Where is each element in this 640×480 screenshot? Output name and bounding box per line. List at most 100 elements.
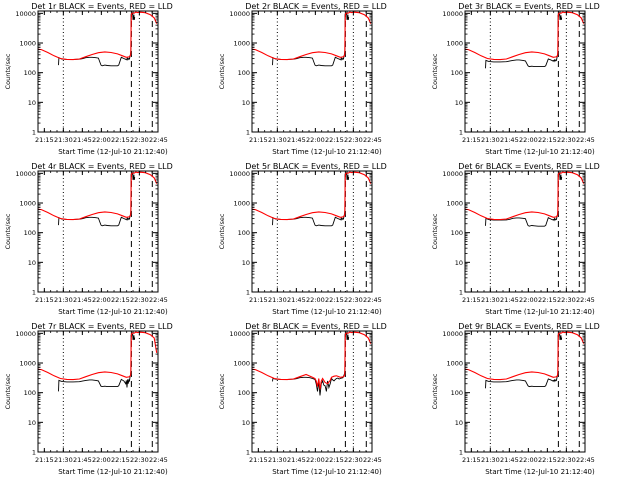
y-tick-label: 1	[459, 449, 463, 457]
x-tick-label: 22:00	[92, 136, 111, 144]
series-events-line	[485, 173, 563, 227]
x-tick-label: 21:15	[35, 296, 54, 304]
y-axis-label: Counts/sec	[218, 53, 226, 89]
x-tick-label: 21:30	[54, 456, 73, 464]
y-tick-label: 1	[459, 289, 463, 297]
panel-title: Det 1r BLACK = Events, RED = LLD	[31, 2, 173, 11]
x-tick-label: 22:45	[363, 296, 382, 304]
x-tick-label: 22:30	[130, 456, 149, 464]
panel-title: Det 9r BLACK = Events, RED = LLD	[458, 322, 600, 331]
panel-title: Det 7r BLACK = Events, RED = LLD	[31, 322, 173, 331]
x-tick-label: 22:15	[538, 456, 557, 464]
y-tick-label: 1	[32, 449, 36, 457]
detector-panel-8: Det 8r BLACK = Events, RED = LLD Counts/s…	[218, 322, 387, 476]
panel-title: Det 3r BLACK = Events, RED = LLD	[458, 2, 600, 11]
y-tick-label: 10	[242, 259, 250, 267]
x-tick-label: 22:45	[576, 456, 595, 464]
detector-panel-6: Det 6r BLACK = Events, RED = LLD Counts/s…	[431, 162, 600, 316]
detector-panel-3: Det 3r BLACK = Events, RED = LLD Counts/s…	[431, 2, 600, 156]
series-events-line	[58, 173, 136, 227]
x-tick-label: 22:30	[344, 456, 363, 464]
y-tick-label: 100	[24, 229, 36, 237]
x-tick-label: 21:15	[462, 136, 481, 144]
x-tick-label: 21:30	[268, 456, 287, 464]
x-tick-label: 21:15	[462, 296, 481, 304]
y-tick-label: 1000	[19, 40, 36, 48]
series-lld-line	[465, 171, 585, 221]
series-lld-line	[38, 11, 158, 61]
series-lld-line	[465, 11, 585, 61]
y-tick-label: 1000	[446, 200, 463, 208]
detector-panel-1: Det 1r BLACK = Events, RED = LLD Counts/s…	[4, 2, 173, 156]
y-tick-label: 10	[455, 259, 463, 267]
y-tick-label: 1000	[233, 40, 250, 48]
y-tick-label: 100	[24, 69, 36, 77]
series-events-line	[272, 173, 350, 227]
panel-title: Det 5r BLACK = Events, RED = LLD	[245, 162, 387, 171]
y-tick-label: 1	[32, 129, 36, 137]
x-axis-label: Start Time (12-Jul-10 21:12:40)	[485, 468, 595, 476]
x-tick-label: 22:30	[557, 296, 576, 304]
series-events-line	[272, 333, 350, 396]
x-tick-label: 21:15	[249, 456, 268, 464]
y-tick-label: 100	[451, 229, 463, 237]
x-tick-label: 22:45	[363, 136, 382, 144]
x-tick-label: 22:30	[130, 136, 149, 144]
series-lld-line	[38, 171, 158, 221]
x-tick-label: 22:30	[557, 136, 576, 144]
x-tick-label: 22:15	[538, 136, 557, 144]
y-axis-label: Counts/sec	[431, 53, 439, 89]
plot-frame	[37, 330, 159, 453]
y-axis-label: Counts/sec	[218, 373, 226, 409]
x-axis-label: Start Time (12-Jul-10 21:12:40)	[58, 468, 168, 476]
y-tick-label: 1000	[233, 360, 250, 368]
detector-panel-9: Det 9r BLACK = Events, RED = LLD Counts/s…	[431, 322, 600, 476]
panel-title: Det 8r BLACK = Events, RED = LLD	[245, 322, 387, 331]
y-tick-label: 10	[28, 419, 36, 427]
y-axis-label: Counts/sec	[4, 373, 12, 409]
y-tick-label: 1000	[446, 360, 463, 368]
x-tick-label: 22:15	[538, 296, 557, 304]
x-tick-label: 22:00	[306, 456, 325, 464]
x-tick-label: 21:45	[500, 296, 519, 304]
x-tick-label: 22:00	[92, 296, 111, 304]
y-tick-label: 1000	[19, 200, 36, 208]
y-tick-label: 10000	[15, 330, 36, 338]
series-lld-line	[38, 331, 158, 381]
y-tick-label: 10000	[229, 170, 250, 178]
x-tick-label: 22:30	[344, 296, 363, 304]
x-tick-label: 21:15	[249, 296, 268, 304]
x-tick-label: 22:00	[519, 456, 538, 464]
y-tick-label: 10	[455, 99, 463, 107]
x-tick-label: 22:45	[149, 296, 168, 304]
x-tick-label: 21:45	[73, 456, 92, 464]
detector-panel-5: Det 5r BLACK = Events, RED = LLD Counts/s…	[218, 162, 387, 316]
y-tick-label: 100	[451, 389, 463, 397]
detector-panel-7: Det 7r BLACK = Events, RED = LLD Counts/s…	[4, 322, 173, 476]
x-axis-label: Start Time (12-Jul-10 21:12:40)	[58, 148, 168, 156]
x-tick-label: 21:45	[287, 136, 306, 144]
x-tick-label: 21:30	[481, 296, 500, 304]
x-tick-label: 21:45	[287, 456, 306, 464]
x-tick-label: 21:30	[268, 136, 287, 144]
plot-frame	[464, 170, 586, 293]
x-tick-label: 22:00	[519, 136, 538, 144]
x-tick-label: 21:45	[73, 296, 92, 304]
x-tick-label: 21:15	[249, 136, 268, 144]
y-tick-label: 10	[455, 419, 463, 427]
plot-frame	[251, 170, 373, 293]
y-tick-label: 10	[28, 99, 36, 107]
y-tick-label: 10000	[442, 170, 463, 178]
x-tick-label: 22:00	[92, 456, 111, 464]
y-axis-label: Counts/sec	[4, 213, 12, 249]
x-tick-label: 21:30	[54, 136, 73, 144]
x-tick-label: 22:15	[111, 456, 130, 464]
x-axis-label: Start Time (12-Jul-10 21:12:40)	[485, 148, 595, 156]
x-tick-label: 22:15	[325, 136, 344, 144]
x-tick-label: 22:00	[519, 296, 538, 304]
x-tick-label: 21:45	[287, 296, 306, 304]
x-tick-label: 22:45	[576, 136, 595, 144]
panel-title: Det 4r BLACK = Events, RED = LLD	[31, 162, 173, 171]
panel-title: Det 6r BLACK = Events, RED = LLD	[458, 162, 600, 171]
y-axis-label: Counts/sec	[218, 213, 226, 249]
